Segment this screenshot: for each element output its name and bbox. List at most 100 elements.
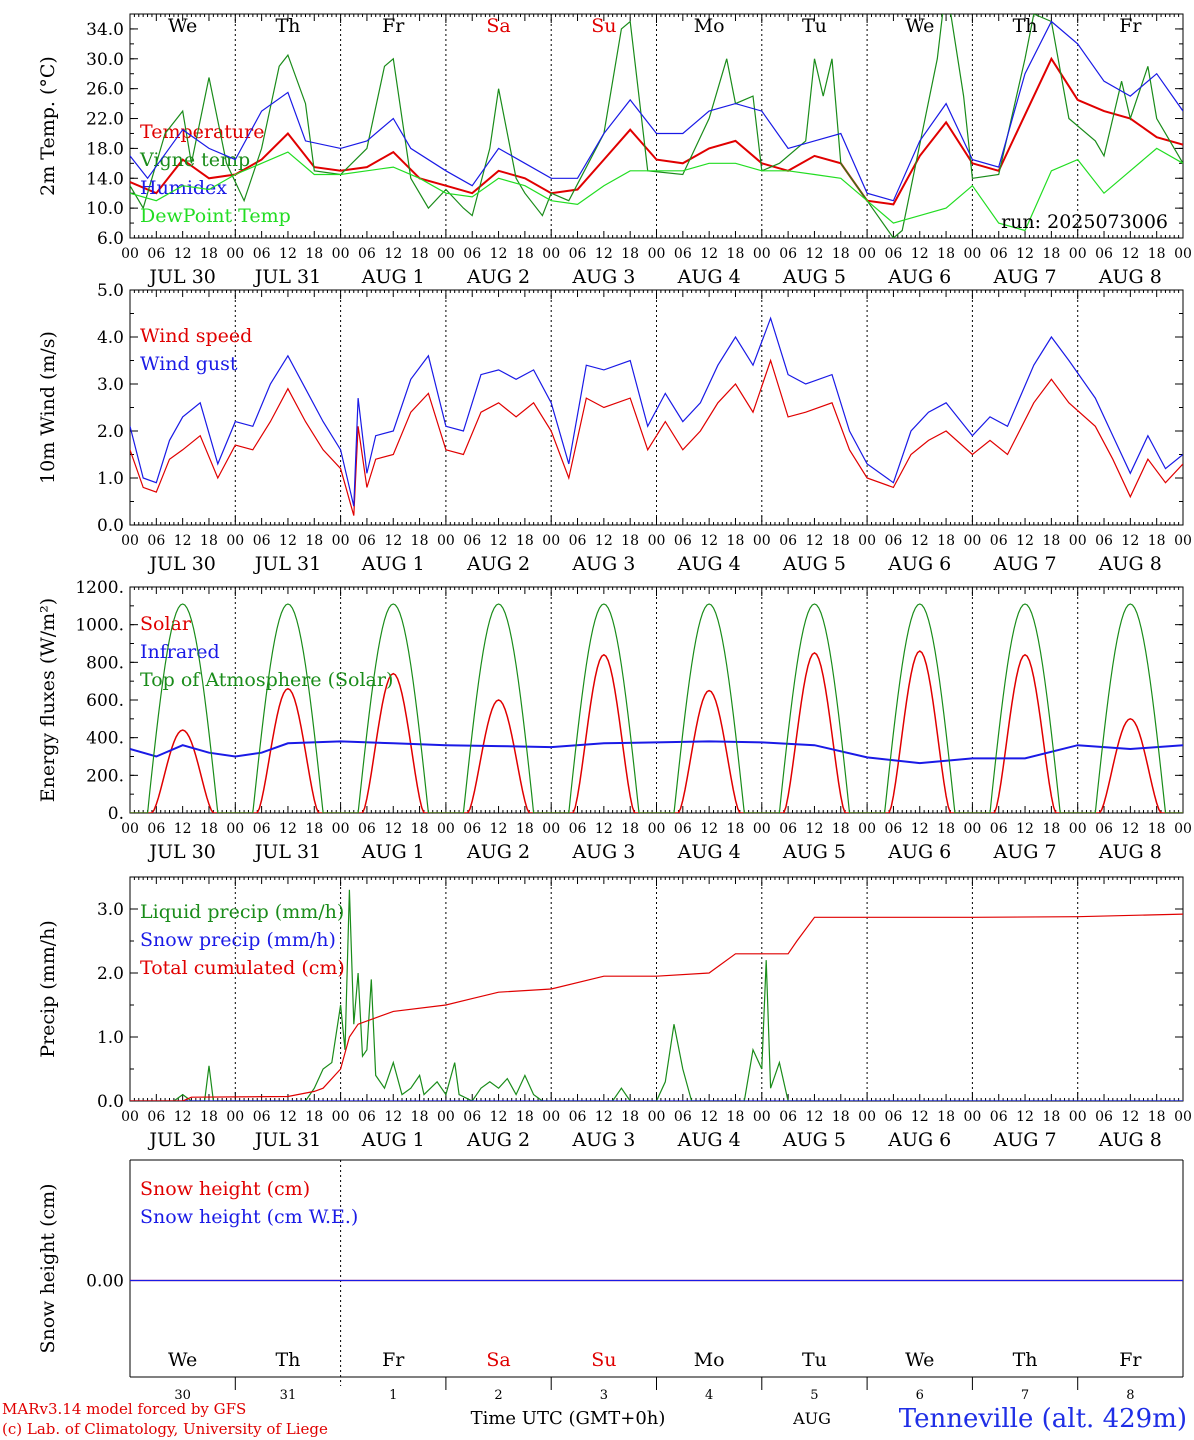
- hour-tick-label: 18: [1148, 1109, 1166, 1125]
- month-label: AUG: [792, 1409, 831, 1428]
- hour-tick-label: 00: [437, 533, 455, 549]
- hour-tick-label: 00: [542, 821, 560, 837]
- y-tick-label: 3.0: [97, 900, 124, 920]
- hour-tick-label: 00: [963, 533, 981, 549]
- series-liquid-precip-mm-h: [130, 889, 1183, 1101]
- plot-frame: [129, 586, 1184, 814]
- hour-tick-label: 00: [332, 533, 350, 549]
- weekday-label: Th: [1013, 15, 1038, 37]
- hour-tick-label: 12: [911, 821, 929, 837]
- day-number: 31: [280, 1388, 297, 1403]
- hour-tick-label: 18: [305, 533, 323, 549]
- day-number: 6: [916, 1388, 924, 1403]
- day-label: AUG 3: [571, 841, 635, 863]
- legend-entry: Total cumulated (cm): [140, 957, 345, 979]
- hour-tick-label: 12: [1121, 1109, 1139, 1125]
- hour-tick-label: 12: [911, 1109, 929, 1125]
- hour-tick-label: 00: [753, 246, 771, 262]
- day-label: JUL 30: [147, 553, 215, 575]
- y-tick-label: 6.0: [97, 229, 124, 249]
- hour-tick-label: 00: [121, 246, 139, 262]
- y-tick-label: 0.0: [97, 1092, 124, 1112]
- hour-tick-label: 12: [1121, 246, 1139, 262]
- hour-tick-label: 00: [753, 1109, 771, 1125]
- hour-tick-label: 18: [832, 246, 850, 262]
- y-tick-label: 200.: [86, 766, 124, 786]
- hour-tick-label: 12: [806, 821, 824, 837]
- hour-tick-label: 00: [226, 1109, 244, 1125]
- weekday-label: We: [168, 15, 197, 37]
- hour-tick-label: 12: [1016, 533, 1034, 549]
- y-tick-label: 26.0: [86, 80, 124, 100]
- hour-tick-label: 06: [147, 533, 165, 549]
- hour-tick-label: 18: [937, 821, 955, 837]
- hour-tick-label: 18: [727, 246, 745, 262]
- series-temperature: [130, 56, 1183, 206]
- hour-tick-label: 06: [253, 821, 271, 837]
- hour-tick-label: 00: [648, 533, 666, 549]
- legend-entry: Wind gust: [140, 353, 238, 375]
- day-label: AUG 6: [887, 266, 951, 288]
- y-tick-label: 3.0: [97, 375, 124, 395]
- hour-tick-label: 06: [885, 533, 903, 549]
- hour-tick-label: 18: [1042, 246, 1060, 262]
- hour-tick-label: 00: [858, 246, 876, 262]
- hour-tick-label: 06: [253, 533, 271, 549]
- y-axis-label: 10m Wind (m/s): [37, 331, 59, 484]
- hour-tick-label: 12: [700, 533, 718, 549]
- hour-tick-label: 06: [463, 821, 481, 837]
- hour-tick-label: 12: [595, 1109, 613, 1125]
- series-dewpoint-temp: [130, 147, 1183, 232]
- hour-tick-label: 18: [200, 533, 218, 549]
- hour-tick-label: 18: [516, 246, 534, 262]
- day-label: AUG 6: [887, 1129, 951, 1151]
- weekday-label: Mo: [694, 1349, 725, 1371]
- footer: MARv3.14 model forced by GFS (c) Lab. of …: [2, 1400, 1187, 1438]
- day-label: AUG 4: [677, 841, 741, 863]
- hour-tick-label: 00: [1174, 533, 1192, 549]
- credit-line-1: MARv3.14 model forced by GFS: [2, 1400, 246, 1418]
- day-label: AUG 6: [887, 841, 951, 863]
- hour-tick-label: 12: [700, 821, 718, 837]
- hour-tick-label: 12: [806, 533, 824, 549]
- hour-tick-label: 06: [779, 246, 797, 262]
- day-label: AUG 7: [993, 1129, 1057, 1151]
- day-number: 1: [389, 1388, 397, 1403]
- hour-tick-label: 18: [516, 1109, 534, 1125]
- weekday-label: We: [168, 1349, 197, 1371]
- day-number: 4: [705, 1388, 713, 1403]
- hour-tick-label: 06: [253, 246, 271, 262]
- hour-tick-label: 12: [1121, 533, 1139, 549]
- hour-tick-label: 06: [463, 246, 481, 262]
- hour-tick-label: 18: [516, 533, 534, 549]
- day-number: 8: [1126, 1388, 1134, 1403]
- hour-tick-label: 18: [411, 246, 429, 262]
- hour-tick-label: 12: [174, 1109, 192, 1125]
- hour-tick-label: 00: [1069, 246, 1087, 262]
- day-number: 30: [174, 1388, 191, 1403]
- hour-tick-label: 00: [1174, 821, 1192, 837]
- hour-tick-label: 00: [121, 1109, 139, 1125]
- hour-tick-label: 00: [1174, 1109, 1192, 1125]
- y-axis-label: 2m Temp. (°C): [37, 56, 59, 196]
- hour-tick-label: 06: [674, 533, 692, 549]
- legend-entry: Humidex: [140, 177, 227, 199]
- hour-tick-label: 18: [621, 821, 639, 837]
- hour-tick-label: 12: [279, 821, 297, 837]
- hour-tick-label: 12: [490, 821, 508, 837]
- day-label: AUG 1: [361, 553, 425, 575]
- day-label: AUG 7: [993, 266, 1057, 288]
- hour-tick-label: 18: [937, 533, 955, 549]
- day-label: JUL 30: [147, 266, 215, 288]
- hour-tick-label: 06: [990, 533, 1008, 549]
- hour-tick-label: 06: [569, 1109, 587, 1125]
- weekday-label: Fr: [382, 15, 405, 37]
- hour-tick-label: 06: [885, 821, 903, 837]
- hour-tick-label: 06: [674, 1109, 692, 1125]
- weekday-label: Fr: [382, 1349, 405, 1371]
- hour-tick-label: 12: [1016, 246, 1034, 262]
- hour-tick-label: 00: [542, 1109, 560, 1125]
- y-axis-label: Energy fluxes (W/m²): [37, 598, 59, 802]
- hour-tick-label: 18: [937, 1109, 955, 1125]
- hour-tick-label: 06: [1095, 1109, 1113, 1125]
